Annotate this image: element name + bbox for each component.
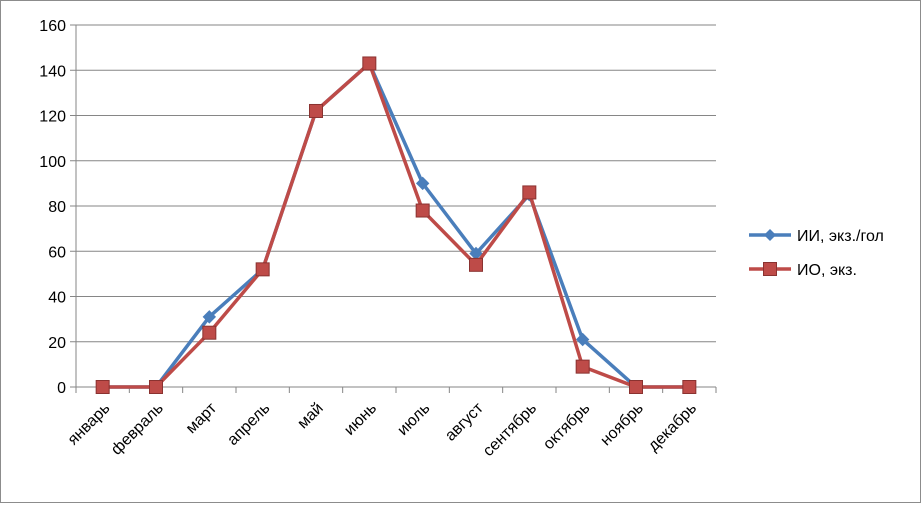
point-1-3	[255, 262, 270, 277]
y-tick-label-60: 60	[48, 244, 66, 261]
point-1-0	[95, 380, 110, 394]
gridlines	[76, 24, 716, 343]
series-line-0	[102, 61, 690, 389]
point-1-4	[309, 103, 323, 118]
point-1-2	[202, 325, 217, 340]
point-1-10	[629, 380, 643, 394]
y-tick-label-140: 140	[39, 63, 66, 80]
x-tick-label-11: декабрь	[645, 400, 700, 455]
point-1-8	[522, 185, 537, 200]
point-1-9	[575, 359, 590, 374]
y-tick-label-40: 40	[48, 290, 66, 307]
point-0-9	[575, 332, 590, 347]
y-tick-label-80: 80	[48, 199, 66, 216]
legend-label-0: ИИ, экз./гол	[797, 228, 884, 245]
point-1-5	[362, 56, 377, 71]
legend-marker-0	[764, 229, 776, 241]
point-1-11	[682, 380, 697, 394]
x-tick-label-6: июль	[394, 400, 433, 439]
point-1-6	[415, 203, 430, 218]
series-0	[95, 56, 697, 394]
legend-label-1: ИО, экз.	[797, 262, 857, 279]
legend-item-1: ИО, экз.	[749, 262, 857, 279]
x-tick-label-3: апрель	[224, 400, 273, 449]
series-line-1	[102, 61, 690, 389]
y-tick-label-160: 160	[39, 18, 66, 35]
x-tick-label-8: сентябрь	[480, 400, 540, 460]
point-1-7	[469, 257, 483, 272]
x-tick-label-10: ноябрь	[597, 400, 646, 449]
point-0-2	[202, 310, 217, 324]
series-group	[95, 56, 697, 394]
y-axis-ticks: 0 20 40 60 80 100 120 140 160	[39, 18, 76, 397]
y-tick-label-20: 20	[48, 335, 66, 352]
legend: ИИ, экз./гол ИО, экз.	[749, 228, 884, 279]
x-tick-label-1: февраль	[108, 400, 167, 459]
point-1-1	[149, 380, 163, 394]
series-1	[95, 56, 697, 394]
y-tick-label-120: 120	[39, 109, 66, 126]
x-tick-label-0: январь	[65, 400, 114, 449]
y-tick-label-100: 100	[39, 154, 66, 171]
x-tick-label-7: август	[442, 399, 487, 444]
x-tick-label-2: март	[183, 399, 221, 437]
x-tick-label-5: июнь	[341, 400, 380, 439]
x-tick-label-4: май	[294, 400, 326, 432]
y-tick-label-0: 0	[57, 380, 66, 397]
legend-item-0: ИИ, экз./гол	[749, 228, 884, 245]
x-tick-label-9: октябрь	[540, 400, 593, 453]
legend-marker-1	[763, 262, 777, 276]
point-0-6	[415, 176, 430, 191]
